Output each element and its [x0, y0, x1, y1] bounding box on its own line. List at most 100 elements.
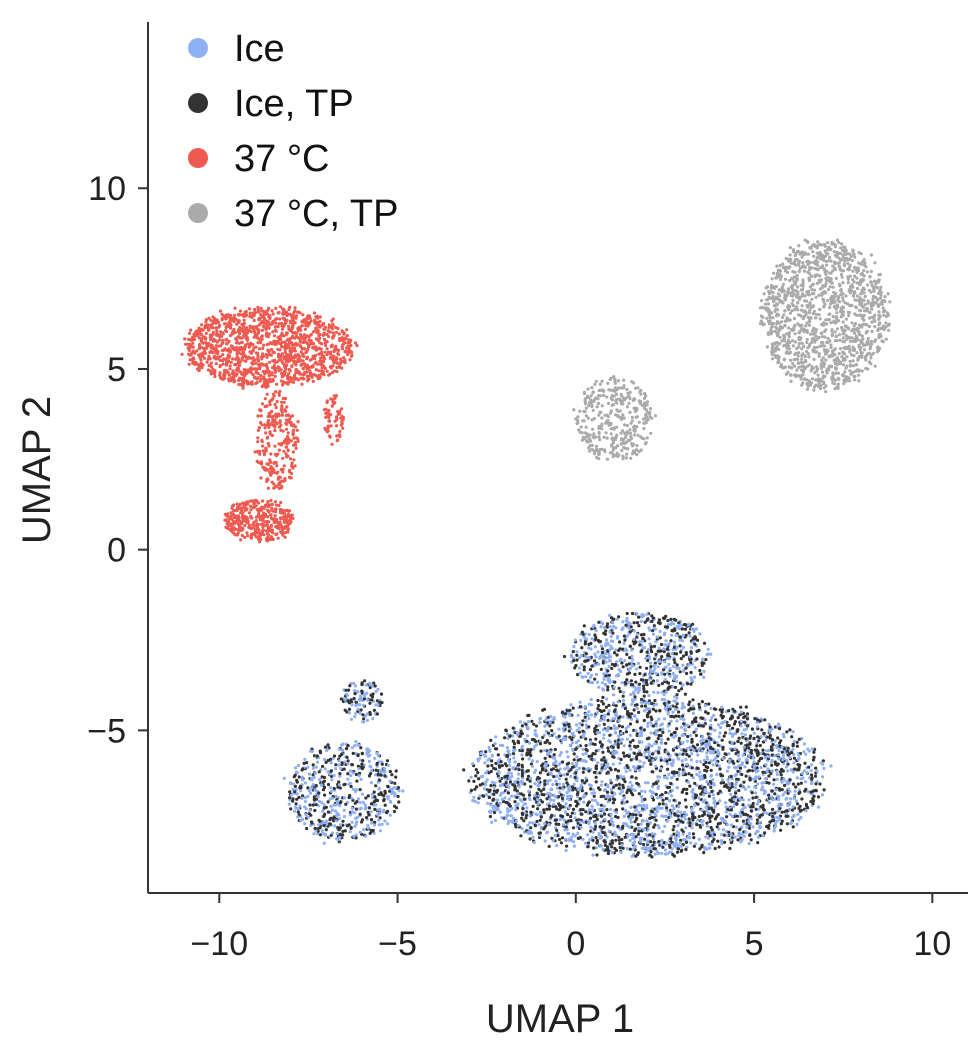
scatter-point — [632, 685, 636, 689]
scatter-point — [642, 684, 646, 688]
scatter-point — [603, 767, 607, 771]
scatter-point — [784, 351, 788, 355]
scatter-point — [621, 751, 626, 755]
scatter-point — [536, 779, 540, 783]
scatter-point — [869, 280, 873, 284]
scatter-point — [775, 264, 779, 268]
scatter-point — [561, 782, 566, 787]
scatter-point — [509, 819, 513, 823]
scatter-point — [670, 763, 674, 768]
scatter-point — [332, 819, 336, 823]
scatter-point — [708, 791, 712, 795]
scatter-point — [543, 748, 547, 752]
scatter-point — [664, 639, 668, 643]
scatter-point — [775, 271, 780, 275]
scatter-point — [340, 329, 344, 333]
scatter-point — [776, 736, 780, 740]
scatter-point — [666, 737, 670, 741]
scatter-point — [570, 811, 574, 815]
scatter-point — [286, 448, 290, 452]
scatter-point — [803, 265, 808, 269]
scatter-point — [675, 696, 679, 700]
scatter-point — [802, 742, 806, 746]
scatter-point — [839, 272, 844, 277]
scatter-point — [664, 741, 668, 745]
scatter-point — [552, 753, 556, 757]
scatter-point — [838, 347, 843, 351]
scatter-point — [280, 321, 284, 325]
scatter-point — [593, 727, 597, 731]
scatter-point — [529, 748, 533, 752]
scatter-point — [613, 680, 617, 684]
scatter-point — [584, 776, 588, 780]
scatter-point — [833, 347, 837, 351]
scatter-point — [665, 656, 669, 661]
scatter-point — [582, 759, 587, 763]
scatter-point — [529, 776, 533, 780]
scatter-point — [295, 428, 299, 432]
scatter-point — [506, 771, 510, 776]
scatter-point — [778, 263, 782, 268]
scatter-point — [846, 257, 850, 262]
scatter-point — [660, 671, 664, 675]
scatter-point — [848, 339, 853, 343]
scatter-point — [346, 344, 350, 348]
scatter-point — [287, 509, 292, 513]
scatter-point — [346, 777, 350, 781]
scatter-point — [649, 762, 653, 766]
scatter-point — [610, 791, 614, 795]
scatter-point — [643, 850, 647, 855]
scatter-point — [625, 387, 629, 391]
scatter-point — [761, 770, 765, 774]
scatter-point — [772, 778, 776, 782]
scatter-point — [594, 379, 598, 383]
scatter-point — [599, 644, 604, 648]
scatter-point — [560, 836, 565, 840]
scatter-point — [817, 354, 821, 358]
scatter-point — [367, 813, 371, 817]
scatter-point — [528, 751, 532, 755]
scatter-point — [268, 430, 272, 434]
scatter-point — [644, 394, 648, 398]
scatter-point — [584, 406, 588, 410]
scatter-point — [616, 824, 620, 829]
scatter-point — [634, 415, 638, 419]
scatter-point — [542, 733, 547, 737]
scatter-point — [678, 681, 683, 685]
scatter-point — [883, 295, 887, 299]
scatter-point — [557, 822, 561, 827]
scatter-point — [844, 334, 848, 338]
scatter-point — [614, 838, 618, 842]
scatter-point — [722, 734, 726, 738]
scatter-point — [479, 775, 483, 779]
scatter-point — [615, 726, 619, 730]
scatter-point — [815, 281, 819, 285]
scatter-point — [705, 780, 709, 784]
scatter-point — [738, 784, 743, 788]
scatter-point — [621, 429, 625, 433]
scatter-point — [296, 763, 300, 768]
scatter-point — [770, 277, 774, 281]
scatter-point — [648, 642, 652, 646]
scatter-point — [281, 470, 285, 474]
scatter-point — [686, 734, 690, 739]
scatter-point — [364, 796, 368, 800]
scatter-point — [356, 690, 360, 694]
scatter-point — [653, 832, 657, 836]
scatter-point — [622, 814, 627, 818]
scatter-point — [261, 499, 265, 503]
scatter-point — [595, 405, 599, 409]
scatter-point — [348, 769, 352, 773]
scatter-point — [822, 386, 826, 390]
scatter-point — [325, 353, 329, 357]
scatter-point — [309, 332, 313, 337]
scatter-point — [780, 819, 784, 823]
scatter-point — [685, 762, 689, 767]
scatter-point — [694, 733, 699, 738]
scatter-point — [584, 841, 588, 845]
scatter-point — [200, 323, 204, 327]
scatter-point — [821, 775, 825, 779]
scatter-point — [793, 767, 797, 771]
scatter-point — [769, 771, 773, 776]
scatter-point — [755, 766, 759, 770]
